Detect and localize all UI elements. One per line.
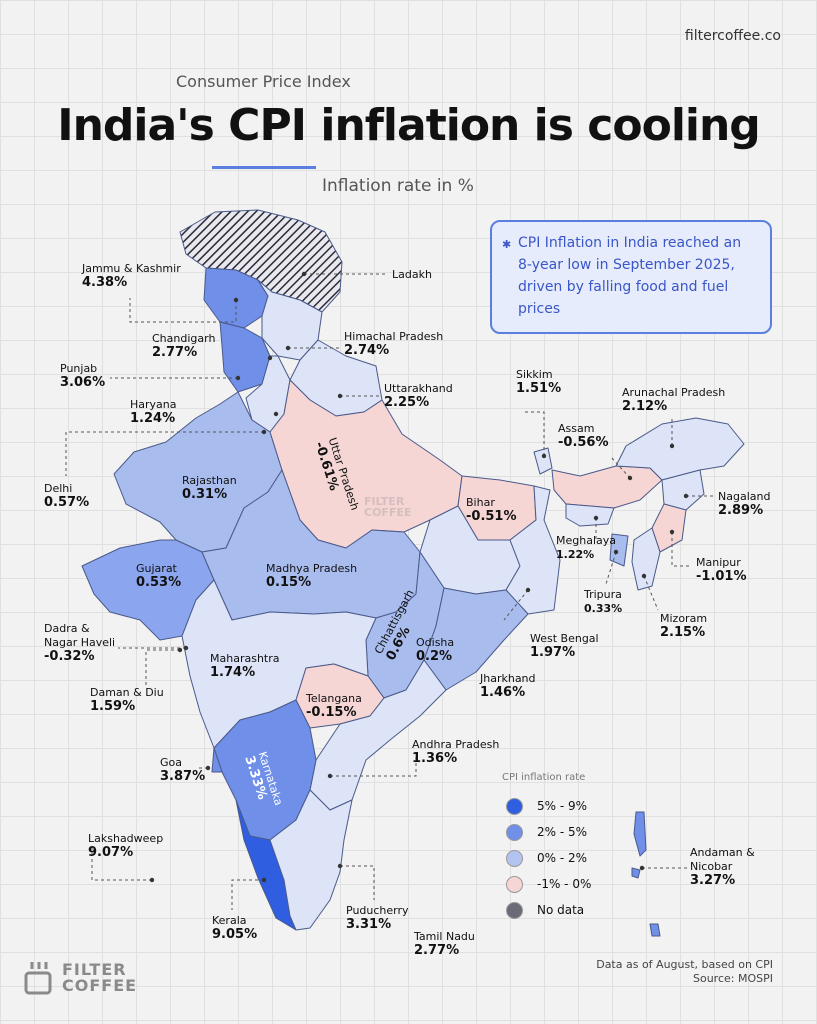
- label-gujarat: Gujarat 0.53%: [136, 562, 182, 590]
- leader-dd: [145, 649, 180, 686]
- label-nagaland: Nagaland 2.89%: [718, 490, 771, 518]
- leader-assam: [609, 455, 631, 479]
- label-ladakh: Ladakh: [392, 268, 432, 281]
- region-sikkim: [533, 447, 553, 475]
- callout-text: CPI Inflation in India reached an 8-year…: [518, 235, 742, 317]
- legend-swatch: [506, 797, 523, 815]
- label-mp: Madhya Pradesh 0.15%: [266, 562, 358, 590]
- label-sikkim: Sikkim 1.51%: [516, 368, 562, 396]
- legend-swatch: [506, 901, 523, 919]
- region-arunachal: [615, 417, 745, 481]
- region-manipur: [651, 503, 687, 553]
- region-mizoram: [631, 527, 661, 591]
- coffee-cup-icon: [24, 962, 52, 995]
- watermark-line2: COFFEE: [364, 506, 412, 519]
- leader-lakshadweep: [91, 846, 152, 881]
- legend-item: 5% - 9%: [506, 793, 591, 819]
- label-jk: Jammu & Kashmir 4.38%: [82, 262, 181, 290]
- label-assam: Assam -0.56%: [558, 422, 609, 450]
- label-rajasthan: Rajasthan 0.31%: [182, 474, 237, 502]
- label-arunachal: Arunachal Pradesh 2.12%: [622, 386, 726, 414]
- region-an: [633, 811, 647, 857]
- label-goa: Goa 3.87%: [160, 756, 206, 784]
- label-manipur: Manipur -1.01%: [696, 556, 747, 584]
- leader-ap: [330, 756, 417, 777]
- map-watermark: FILTER COFFEE: [364, 496, 411, 518]
- brand-line1: FILTER: [62, 960, 127, 979]
- label-tripura: Tripura 0.33%: [584, 588, 623, 615]
- callout-box: ✱ CPI Inflation in India reached an 8-ye…: [490, 220, 772, 334]
- brand-logo: FILTER COFFEE: [22, 960, 137, 996]
- region-nagaland: [661, 469, 705, 511]
- region-an-2: [631, 867, 641, 879]
- eyebrow-label: Consumer Price Index: [176, 72, 351, 91]
- label-haryana: Haryana 1.24%: [130, 398, 177, 426]
- page-title: India's CPI inflation is cooling: [57, 100, 761, 151]
- site-url: filtercoffee.co: [684, 28, 781, 44]
- region-assam: [551, 465, 663, 509]
- label-delhi: Delhi 0.57%: [44, 482, 90, 510]
- label-jharkhand: Jharkhand 1.46%: [480, 672, 536, 700]
- label-uttarakhand: Uttarakhand 2.25%: [384, 382, 453, 410]
- label-an: Andaman & Nicobar 3.27%: [690, 846, 755, 888]
- label-tn: Tamil Nadu 2.77%: [414, 930, 475, 958]
- label-puducherry: Puducherry 3.31%: [346, 904, 409, 932]
- label-odisha: Odisha 0.2%: [416, 636, 455, 664]
- legend-item: 2% - 5%: [506, 819, 591, 845]
- leader-wb: [503, 589, 529, 621]
- label-punjab: Punjab 3.06%: [60, 362, 106, 390]
- label-hp: Himachal Pradesh 2.74%: [344, 330, 444, 358]
- label-maharashtra: Maharashtra 1.74%: [210, 652, 280, 680]
- label-telangana: Telangana -0.15%: [306, 692, 362, 720]
- leader-kerala: [231, 879, 264, 910]
- label-dnh: Dadra & Nagar Haveli -0.32%: [44, 622, 116, 664]
- legend: CPI inflation rate 5% - 9% 2% - 5% 0% - …: [502, 772, 591, 923]
- region-meghalaya: [565, 503, 615, 527]
- watermark-line1: FILTER: [364, 495, 405, 508]
- region-tn: [269, 789, 353, 931]
- leader-sikkim: [522, 411, 545, 456]
- star-icon: ✱: [502, 238, 512, 251]
- footnote-line1: Data as of August, based on CPI: [596, 958, 773, 971]
- label-lakshadweep: Lakshadweep 9.07%: [88, 832, 164, 860]
- label-dd: Daman & Diu 1.59%: [90, 686, 164, 714]
- label-chandigarh: Chandigarh 2.77%: [152, 332, 216, 360]
- label-bihar: Bihar -0.51%: [466, 496, 517, 524]
- label-kerala: Kerala 9.05%: [212, 914, 258, 942]
- legend-swatch: [506, 849, 523, 867]
- label-ap: Andhra Pradesh 1.36%: [412, 738, 500, 766]
- brand-line2: COFFEE: [62, 976, 138, 995]
- legend-item: -1% - 0%: [506, 871, 591, 897]
- legend-title: CPI inflation rate: [502, 772, 586, 783]
- title-underline: [212, 166, 316, 169]
- footnote: Data as of August, based on CPI Source: …: [596, 958, 773, 986]
- region-ap: [309, 659, 447, 811]
- label-wb: West Bengal 1.97%: [530, 632, 599, 660]
- region-an-3: [649, 923, 661, 937]
- leader-delhi: [65, 431, 264, 476]
- leader-puducherry: [340, 865, 375, 900]
- legend-item: 0% - 2%: [506, 845, 591, 871]
- footnote-line2: Source: MOSPI: [693, 972, 773, 985]
- legend-swatch: [506, 823, 523, 841]
- label-mizoram: Mizoram 2.15%: [660, 612, 708, 640]
- region-goa: [211, 747, 223, 773]
- label-meghalaya: Meghalaya 1.22%: [556, 534, 617, 561]
- leader-jk: [129, 298, 237, 323]
- legend-swatch: [506, 875, 523, 893]
- leader-mizoram: [643, 575, 659, 611]
- legend-item: No data: [506, 897, 591, 923]
- subtitle: Inflation rate in %: [322, 176, 474, 196]
